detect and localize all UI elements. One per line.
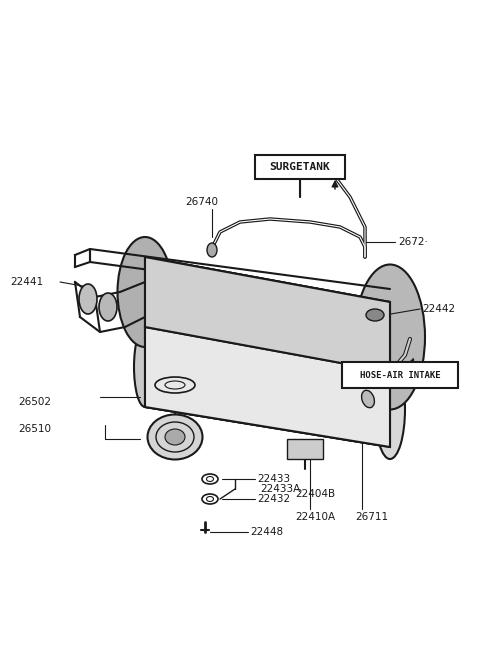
Ellipse shape (366, 309, 384, 321)
Text: 26740: 26740 (185, 197, 218, 207)
Text: 2672·: 2672· (398, 237, 428, 247)
Bar (255, 155, 345, 179)
Text: 22442: 22442 (422, 304, 455, 314)
Text: 22410A: 22410A (295, 512, 335, 522)
Text: 22448: 22448 (250, 527, 283, 537)
Ellipse shape (147, 415, 203, 459)
PathPatch shape (145, 257, 390, 372)
Text: 22433: 22433 (257, 474, 290, 484)
Ellipse shape (207, 243, 217, 257)
Ellipse shape (375, 359, 405, 459)
Ellipse shape (79, 284, 97, 314)
Text: 26510: 26510 (18, 424, 51, 434)
Text: SURGETANK: SURGETANK (270, 162, 330, 172)
Ellipse shape (99, 293, 117, 321)
Ellipse shape (134, 327, 156, 407)
Text: 22404B: 22404B (295, 489, 335, 499)
Text: HOSE-AIR INTAKE: HOSE-AIR INTAKE (360, 371, 440, 380)
Ellipse shape (355, 265, 425, 409)
PathPatch shape (145, 327, 390, 447)
Ellipse shape (361, 390, 374, 408)
Text: 22432: 22432 (257, 494, 290, 504)
Text: 22433A: 22433A (260, 484, 300, 494)
Ellipse shape (165, 429, 185, 445)
Text: 26711: 26711 (355, 512, 388, 522)
PathPatch shape (145, 327, 390, 447)
PathPatch shape (145, 257, 390, 372)
Ellipse shape (118, 237, 172, 347)
Text: 26502: 26502 (18, 397, 51, 407)
Text: 22441: 22441 (10, 277, 43, 287)
Bar (342, 362, 458, 388)
Bar (287, 439, 323, 459)
